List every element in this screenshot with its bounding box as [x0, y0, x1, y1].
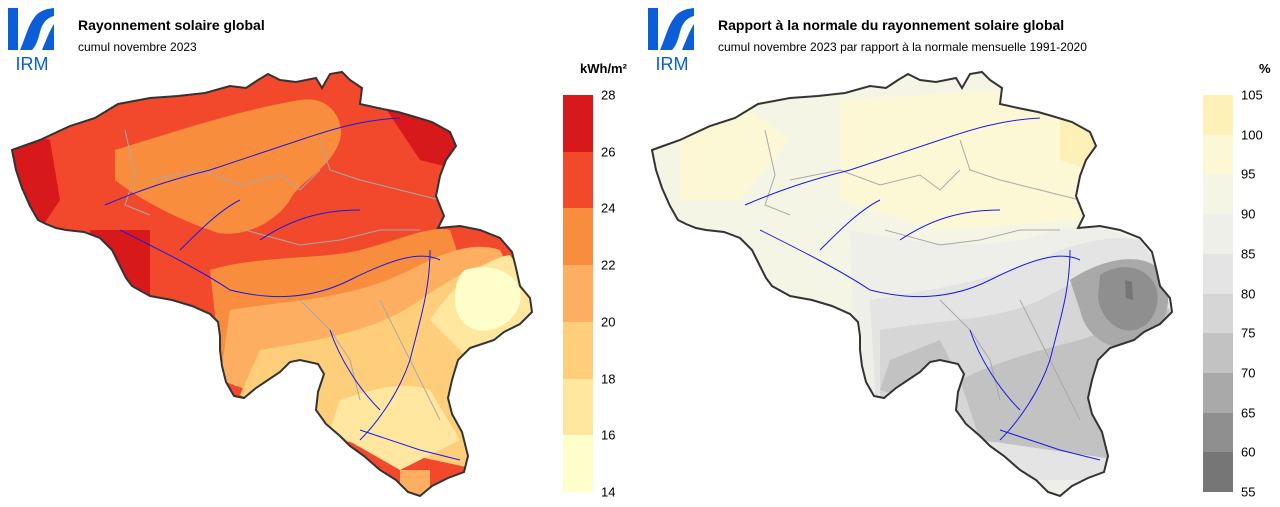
legend-swatch	[1203, 95, 1233, 136]
legend-swatch	[1203, 293, 1233, 334]
ratio-to-normal-panel: IRM Rapport à la normale du rayonnement …	[640, 0, 1280, 507]
legend-swatch	[563, 95, 593, 153]
legend-tick-label: 70	[1241, 365, 1256, 381]
belgium-ratio-map	[650, 70, 1174, 498]
legend-tick-label: 22	[601, 257, 616, 273]
irm-logo: IRM	[646, 6, 698, 72]
legend-tick-label: 65	[1241, 405, 1256, 421]
legend-tick-label: 85	[1241, 246, 1256, 262]
legend-swatch	[563, 435, 593, 493]
irm-logo-text: IRM	[656, 54, 689, 72]
legend-tick-label: 90	[1241, 206, 1256, 222]
legend-tick-label: 26	[601, 144, 616, 160]
belgium-radiation-map	[10, 70, 534, 498]
legend-unit: %	[1259, 61, 1271, 76]
legend-swatch	[1203, 452, 1233, 493]
legend-swatch	[563, 378, 593, 436]
solar-radiation-panel: IRM Rayonnement solaire global cumul nov…	[6, 6, 627, 500]
irm-logo-text: IRM	[16, 54, 49, 72]
map-title: Rapport à la normale du rayonnement sola…	[718, 17, 1065, 33]
legend-tick-label: 14	[601, 484, 616, 500]
legend-swatch	[1203, 253, 1233, 294]
belgium-border	[10, 70, 534, 498]
legend-tick-label: 20	[601, 314, 616, 330]
map-subtitle: cumul novembre 2023 par rapport à la nor…	[718, 40, 1087, 54]
legend-tick-label: 100	[1241, 127, 1263, 143]
legend-tick-label: 95	[1241, 166, 1256, 182]
legend-swatch	[563, 265, 593, 323]
color-legend	[1203, 95, 1233, 493]
color-legend	[563, 95, 593, 493]
legend-tick-label: 16	[601, 427, 616, 443]
legend-tick-label: 18	[601, 371, 616, 387]
irm-logo: IRM	[6, 6, 58, 72]
legend-swatch	[563, 208, 593, 266]
legend-tick-label: 55	[1241, 484, 1256, 500]
legend-swatch	[1203, 174, 1233, 215]
legend-tick-label: 105	[1241, 87, 1263, 103]
legend-tick-label: 24	[601, 200, 616, 216]
map-subtitle: cumul novembre 2023	[78, 40, 197, 54]
belgium-border	[650, 70, 1174, 498]
legend-swatch	[1203, 372, 1233, 414]
legend-swatch	[1203, 214, 1233, 255]
legend-swatch	[563, 151, 593, 209]
legend-tick-label: 75	[1241, 325, 1256, 341]
map-title: Rayonnement solaire global	[78, 17, 265, 33]
legend-swatch	[1203, 412, 1233, 453]
legend-swatch	[1203, 333, 1233, 374]
legend-tick-label: 80	[1241, 286, 1256, 301]
legend-swatch	[1203, 134, 1233, 175]
legend-swatch	[563, 321, 593, 380]
legend-unit: kWh/m²	[580, 61, 627, 76]
legend-tick-label: 28	[601, 87, 616, 103]
legend-tick-label: 60	[1241, 444, 1256, 460]
